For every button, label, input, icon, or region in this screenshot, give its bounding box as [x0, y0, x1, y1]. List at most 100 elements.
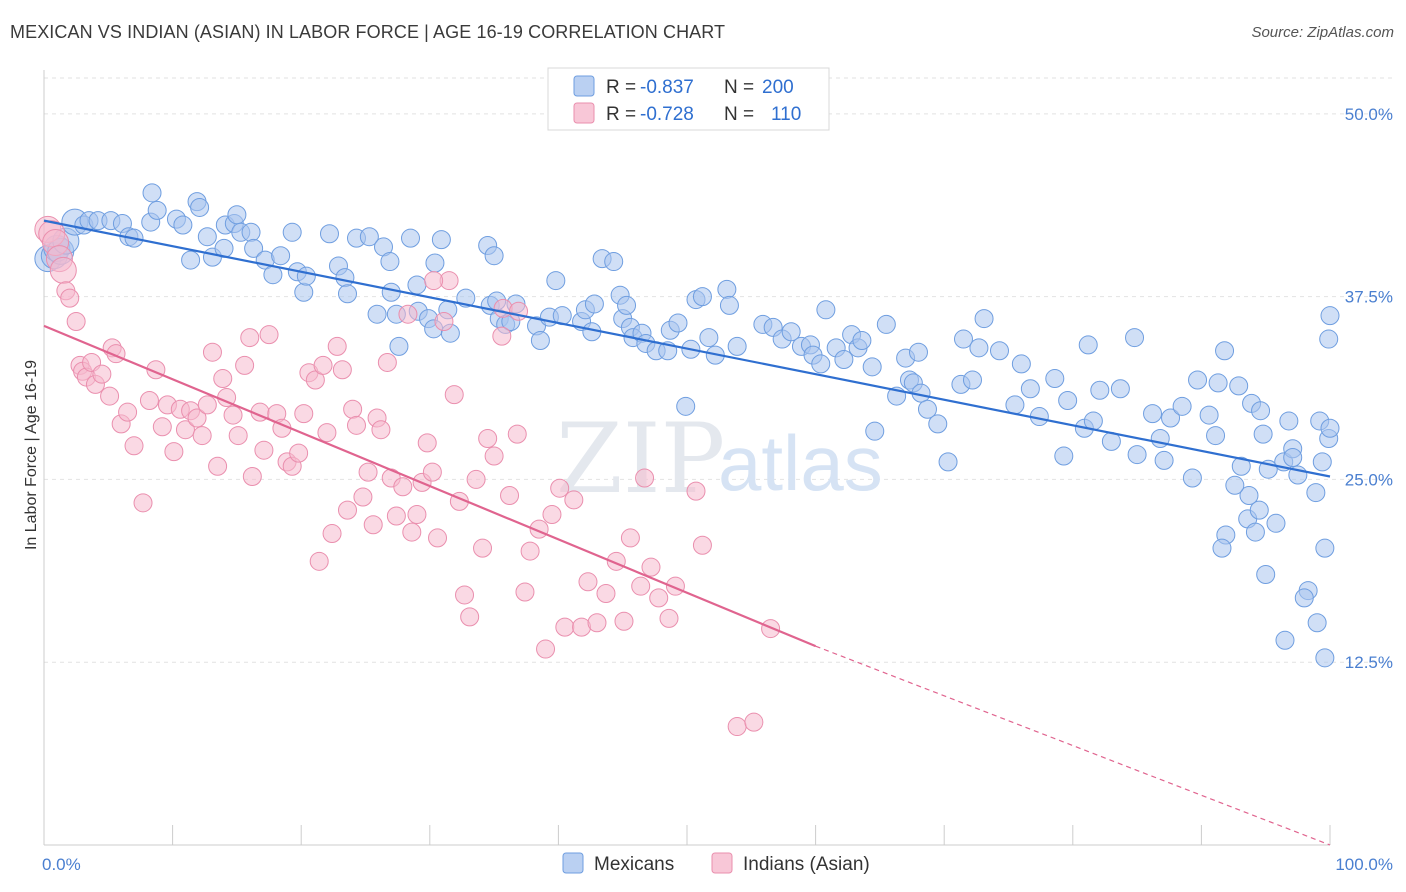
- indians-point-69: [393, 477, 413, 497]
- y-axis-label: In Labor Force | Age 16-19: [23, 360, 40, 550]
- legend-r-label-1: R =: [606, 77, 636, 98]
- indians-point-84: [473, 538, 493, 558]
- mexicans-point-161: [1253, 424, 1273, 444]
- indians-point-59: [343, 399, 363, 419]
- mexicans-point-70: [546, 271, 566, 291]
- indians-point-19: [124, 436, 144, 456]
- mexicans-point-119: [908, 342, 928, 362]
- mexicans-point-106: [816, 300, 836, 320]
- mexicans-point-171: [1315, 538, 1335, 558]
- indians-point-97: [564, 490, 584, 510]
- mexicans-point-33: [282, 222, 302, 242]
- mexicans-point-111: [852, 331, 872, 351]
- axes: [43, 70, 1331, 846]
- mexicans-point-49: [401, 228, 421, 248]
- indians-point-90: [515, 582, 535, 602]
- mexicans-point-123: [938, 452, 958, 472]
- mexicans-point-182: [1256, 564, 1276, 584]
- indians-point-36: [223, 405, 243, 425]
- indians-point-113: [744, 712, 764, 732]
- mexicans-point-112: [862, 357, 882, 377]
- indians-point-52: [309, 551, 329, 571]
- mexicans-point-145: [1143, 404, 1163, 424]
- y-tick-label-3: 50.0%: [1345, 105, 1393, 124]
- mexicans-point-17: [173, 215, 193, 235]
- indians-point-65: [371, 420, 391, 440]
- mexicans-point-48: [389, 336, 409, 356]
- indians-point-37: [228, 426, 248, 446]
- mexicans-point-46: [381, 282, 401, 302]
- mexicans-point-153: [1206, 426, 1226, 446]
- y-tick-label-1: 25.0%: [1345, 470, 1393, 489]
- mexicans-point-143: [1125, 328, 1145, 348]
- indians-point-94: [542, 505, 562, 525]
- indians-point-38: [235, 355, 255, 375]
- legend-swatch-mexicans: [573, 75, 595, 97]
- indians-point-115: [424, 271, 444, 291]
- indians-point-42: [254, 440, 274, 460]
- indians-point-107: [649, 588, 669, 608]
- indians-point-7: [66, 312, 86, 332]
- mexicans-point-42: [359, 227, 379, 247]
- indians-point-83: [466, 469, 486, 489]
- source-label: Source: ZipAtlas.com: [1251, 24, 1394, 41]
- mexicans-point-134: [1045, 369, 1065, 389]
- mexicans-point-14: [142, 183, 162, 203]
- mexicans-point-108: [834, 350, 854, 370]
- indians-point-18: [118, 402, 138, 422]
- mexicans-point-180: [1275, 630, 1295, 650]
- mexicans-point-135: [1054, 446, 1074, 466]
- mexicans-point-154: [1208, 373, 1228, 393]
- indians-point-101: [596, 583, 616, 603]
- mexicans-point-179: [1283, 448, 1303, 467]
- indians-point-34: [213, 369, 233, 389]
- mexicans-point-45: [380, 252, 400, 272]
- indians-point-58: [337, 500, 357, 520]
- indians-point-110: [686, 481, 706, 501]
- mexicans-point-129: [989, 341, 1009, 361]
- indians-point-29: [187, 408, 207, 428]
- indians-point-87: [492, 326, 512, 346]
- mexicans-point-159: [1245, 522, 1265, 542]
- indians-point-51: [305, 370, 325, 390]
- bottom-legend: Mexicans Indians (Asian): [562, 852, 870, 875]
- mexicans-point-136: [1058, 390, 1078, 410]
- mexicans-point-173: [1320, 418, 1340, 438]
- indians-point-118: [635, 468, 655, 488]
- indians-point-96: [555, 617, 575, 637]
- mexicans-point-148: [1161, 408, 1181, 428]
- indians-point-23: [152, 417, 172, 437]
- mexicans-point-93: [699, 328, 719, 348]
- indians-point-111: [692, 535, 712, 555]
- mexicans-point-144: [1127, 445, 1147, 465]
- mexicans-point-35: [294, 282, 314, 302]
- indians-point-53: [313, 355, 333, 375]
- mexicans-point-21: [197, 227, 217, 247]
- mexicans-point-89: [676, 396, 696, 416]
- indians-point-32: [202, 342, 222, 362]
- mexicans-point-175: [1319, 329, 1339, 349]
- mexicans-point-125: [953, 329, 973, 349]
- mexicans-point-156: [1229, 376, 1249, 396]
- trend-lines: [43, 219, 1331, 846]
- mexicans-point-32: [271, 246, 291, 266]
- indians-point-72: [407, 505, 427, 525]
- mexicans-point-77: [604, 252, 624, 272]
- bottom-legend-swatch-mexicans: [562, 852, 584, 874]
- mexicans-point-121: [917, 399, 937, 419]
- mexicans-point-105: [811, 354, 831, 374]
- mexicans-point-150: [1182, 468, 1202, 488]
- mexicans-point-188: [1212, 538, 1232, 558]
- legend-r-label-2: R =: [606, 104, 636, 125]
- indians-point-74: [417, 433, 437, 453]
- y-tick-label-0: 12.5%: [1345, 653, 1393, 672]
- mexicans-point-88: [668, 313, 688, 333]
- mexicans-point-138: [1078, 335, 1098, 355]
- legend-n-label-2: N =: [724, 104, 754, 125]
- legend-n-label-1: N =: [724, 77, 754, 98]
- mexicans-point-18: [181, 250, 201, 270]
- legend-swatch-indians: [573, 102, 595, 124]
- indians-point-91: [520, 541, 540, 561]
- indians-point-86: [484, 446, 504, 466]
- indians-point-103: [614, 611, 634, 631]
